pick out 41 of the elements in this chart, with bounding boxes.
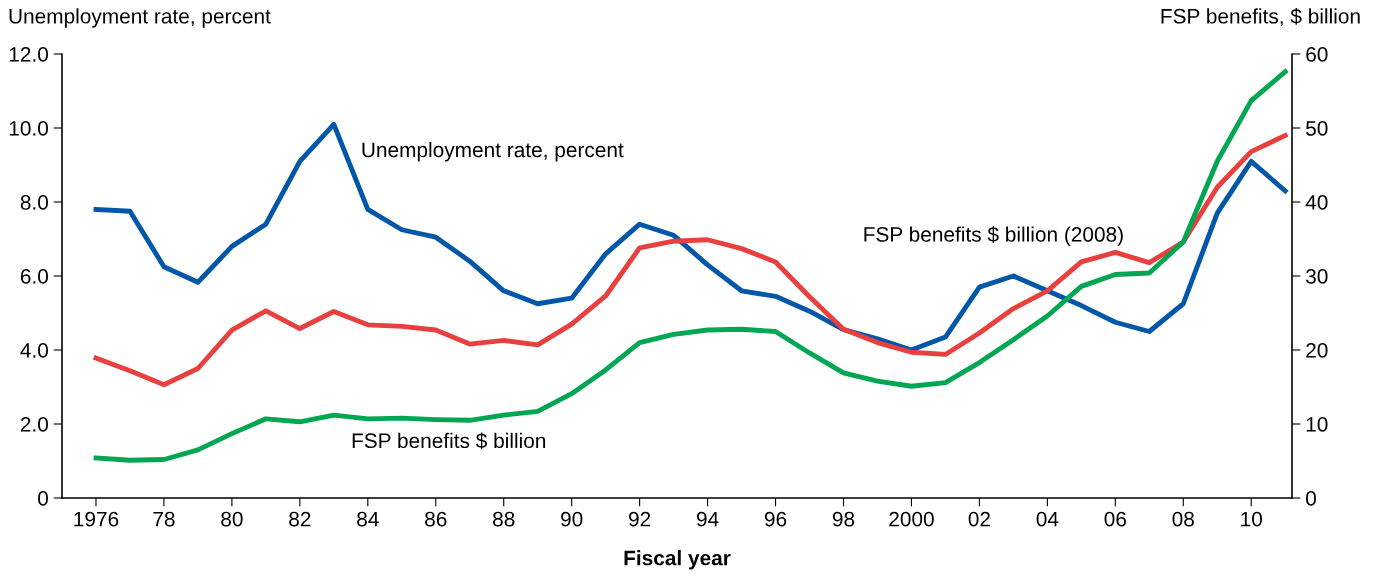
x-tick-label: 1976 (74, 511, 119, 527)
x-tick-label: 06 (1104, 511, 1126, 527)
x-tick-label: 86 (425, 511, 447, 527)
x-tick-label: 82 (289, 511, 311, 527)
y-tick-label: 2.0 (20, 417, 48, 432)
series-label: Unemployment rate, percent (362, 141, 624, 162)
x-tick-label: 78 (153, 511, 175, 527)
x-tick-label: 96 (764, 511, 787, 527)
x-tick-label: 2000 (889, 511, 934, 527)
y2-tick-label: 10 (1306, 417, 1328, 432)
x-tick-label: 98 (832, 511, 855, 527)
y2-axis-title: FSP benefits, $ billion (1161, 7, 1360, 27)
y-tick-label: 0 (38, 491, 48, 506)
y2-tick-label: 0 (1306, 491, 1316, 506)
series-label: FSP benefits $ billion (352, 432, 546, 450)
x-tick-label: 84 (357, 511, 379, 527)
line-series (93, 121, 1288, 353)
x-tick-label: 94 (696, 511, 719, 527)
y2-tick-label: 50 (1306, 121, 1328, 136)
x-tick-label: 08 (1172, 511, 1194, 527)
y2-tick-label: 30 (1305, 269, 1328, 284)
y-tick-label: 10.0 (9, 121, 48, 136)
y-tick-label: 12.0 (9, 47, 48, 62)
y2-tick-label: 20 (1306, 343, 1328, 358)
x-tick-label: 10 (1241, 511, 1262, 527)
line-series (93, 132, 1288, 388)
y-tick-label: 4.0 (20, 343, 48, 358)
series-label: FSP benefits $ billion (2008) (864, 226, 1123, 246)
y-axis-title: Unemployment rate, percent (9, 8, 271, 28)
x-tick-label: 02 (968, 511, 990, 527)
x-tick-label: 88 (493, 511, 515, 527)
y2-tick-label: 40 (1305, 195, 1328, 210)
line-series (93, 69, 1288, 463)
y-tick-label: 8.0 (20, 195, 48, 210)
x-tick-label: 90 (561, 511, 583, 527)
x-axis-title: Fiscal year (624, 550, 731, 570)
x-tick-label: 92 (629, 511, 651, 527)
y-tick-label: 6.0 (20, 269, 48, 284)
y2-tick-label: 60 (1306, 47, 1328, 62)
x-tick-label: 80 (221, 511, 243, 527)
x-tick-label: 04 (1036, 511, 1059, 527)
